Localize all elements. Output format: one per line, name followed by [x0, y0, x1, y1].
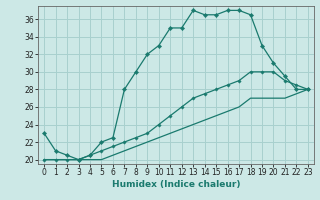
- X-axis label: Humidex (Indice chaleur): Humidex (Indice chaleur): [112, 180, 240, 189]
